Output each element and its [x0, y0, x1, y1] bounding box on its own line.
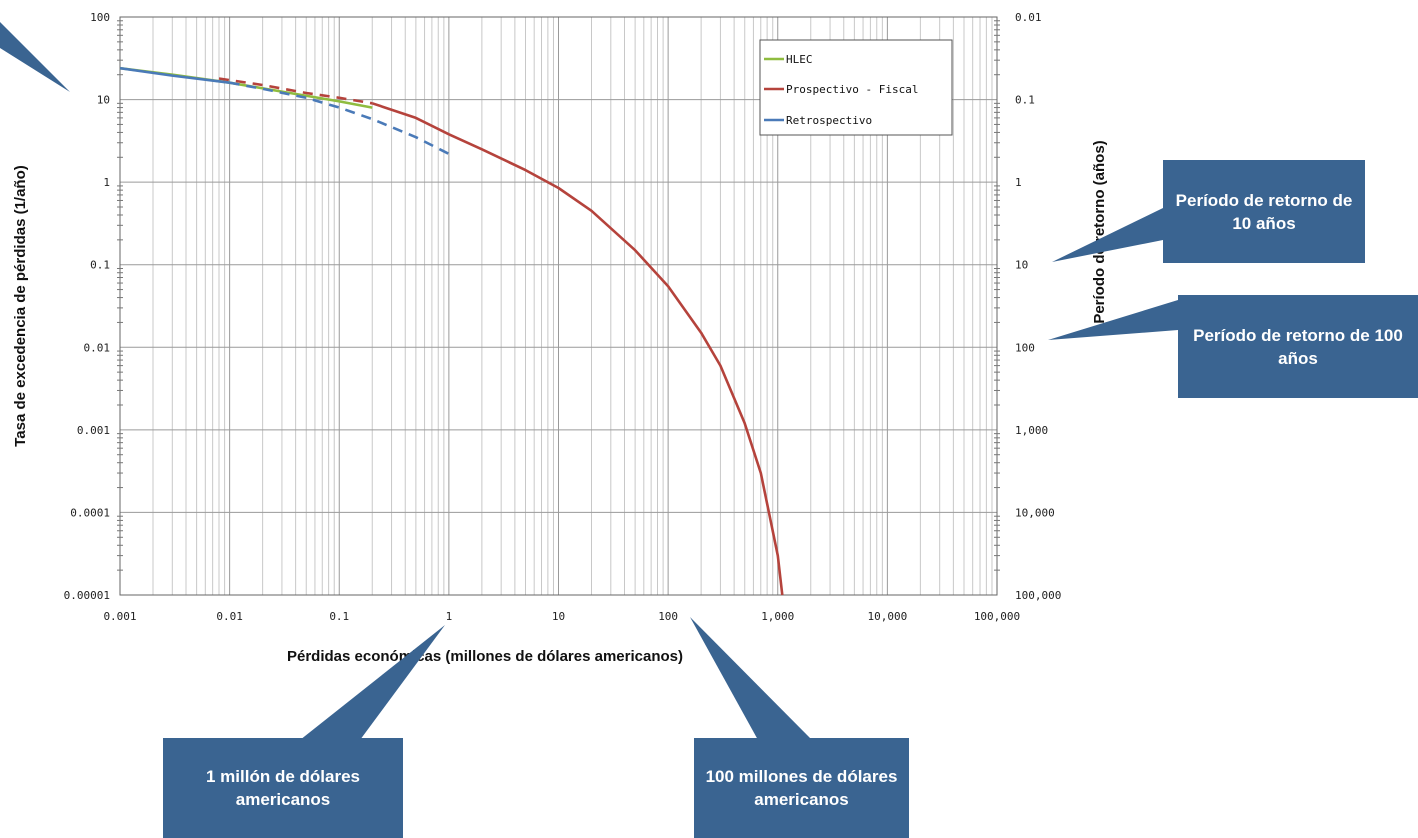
y2-tick-label: 0.1 [1015, 94, 1035, 107]
pointer-100-million [690, 617, 812, 740]
series-lines [119, 66, 784, 596]
x-tick-label: 10 [552, 610, 565, 623]
y2-tick-label: 0.01 [1015, 11, 1042, 24]
series-line-prospectivo-fiscal-dashed [218, 77, 373, 105]
callout-100-million: 100 millones de dólares americanos [694, 738, 909, 838]
x-tick-label: 0.1 [329, 610, 349, 623]
legend: HLEC Prospectivo - Fiscal Retrospectivo [759, 39, 953, 136]
legend-label-hlec: HLEC [786, 53, 813, 66]
x-axis-title: Pérdidas económicas (millones de dólares… [287, 648, 683, 665]
pointer-top-left [0, 22, 70, 92]
y2-tick-label: 100,000 [1015, 589, 1061, 602]
y-tick-label: 10 [97, 94, 110, 107]
y2-tick-label: 100 [1015, 341, 1035, 354]
y-axis-title: Tasa de excedencia de pérdidas (1/año) [12, 165, 29, 447]
y-tick-label: 0.1 [90, 259, 110, 272]
x-tick-label: 100 [658, 610, 678, 623]
y2-axis-title: Período de retorno (años) [1091, 140, 1108, 323]
legend-label-retrospectivo: Retrospectivo [786, 114, 872, 127]
y2-tick-label: 1 [1015, 176, 1022, 189]
series-line-retrospectivo-dashed [229, 81, 450, 156]
x-tick-label: 1,000 [761, 610, 794, 623]
callout-return-period-10: Período de retorno de 10 años [1163, 160, 1365, 263]
y-tick-labels: 0.00001 0.0001 0.001 0.01 0.1 1 10 100 [64, 11, 110, 602]
pointer-return-100 [1048, 300, 1178, 340]
x-tick-label: 1 [446, 610, 453, 623]
y-tick-label: 1 [103, 176, 110, 189]
y-tick-label: 0.01 [84, 341, 111, 354]
axis-tick-marks [117, 20, 1000, 571]
x-tick-label: 10,000 [868, 610, 908, 623]
x-tick-label: 0.001 [103, 610, 136, 623]
y-tick-label: 0.001 [77, 424, 110, 437]
pointer-1-million [300, 625, 445, 740]
y2-tick-label: 1,000 [1015, 424, 1048, 437]
plot-area-border [119, 16, 998, 596]
x-tick-label: 100,000 [974, 610, 1020, 623]
y2-tick-label: 10 [1015, 259, 1028, 272]
x-tick-labels: 0.001 0.01 0.1 1 10 100 1,000 10,000 100,000 [103, 610, 1020, 623]
legend-box [759, 39, 953, 136]
y-tick-label: 0.00001 [64, 589, 110, 602]
callout-1-million: 1 millón de dólares americanos [163, 738, 403, 838]
x-tick-label: 0.01 [216, 610, 243, 623]
series-line-retrospectivo [119, 66, 230, 84]
y2-tick-labels: 100,000 10,000 1,000 100 10 1 0.1 0.01 [1015, 11, 1061, 602]
y-tick-label: 0.0001 [70, 506, 110, 519]
callout-return-period-100: Período de retorno de 100 años [1178, 295, 1418, 398]
legend-label-prospectivo: Prospectivo - Fiscal [786, 83, 918, 96]
y-tick-label: 100 [90, 11, 110, 24]
series-line-prospectivo-fiscal [371, 102, 784, 596]
pointer-return-10 [1052, 208, 1163, 262]
callout-pointers [0, 22, 1178, 740]
y2-tick-label: 10,000 [1015, 506, 1055, 519]
